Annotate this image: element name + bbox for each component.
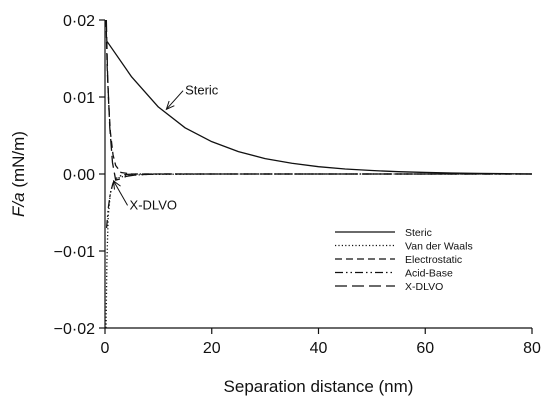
annotation-label: Steric xyxy=(185,83,219,98)
legend-label: Van der Waals xyxy=(405,241,473,253)
annotation-label: X-DLVO xyxy=(130,197,177,212)
series-line-x-dlvo xyxy=(105,19,532,181)
ticks-layer: 0 20 40 60 80 0·02 0·01 0·00 −0·01 −0·02 xyxy=(54,13,541,357)
legend-label: Steric xyxy=(405,227,432,239)
y-tick-label: 0·02 xyxy=(63,13,95,30)
x-tick-label: 0 xyxy=(101,340,110,357)
legend-label: Acid-Base xyxy=(405,268,453,280)
series-line-steric xyxy=(106,41,533,175)
series-line-electrostatic xyxy=(105,19,532,175)
annotation-layer: Steric X-DLVO xyxy=(112,83,219,212)
y-tick-label: −0·01 xyxy=(54,244,95,261)
x-tick-label: 80 xyxy=(523,340,541,357)
legend-label: Electrostatic xyxy=(405,254,462,266)
x-axis-title: Separation distance (nm) xyxy=(224,377,414,396)
y-axis-title-unit: (mN/m) xyxy=(9,131,28,192)
series-line-acid-base xyxy=(105,173,532,228)
legend-label: X-DLVO xyxy=(405,281,443,293)
annotation-arrowhead xyxy=(112,179,121,190)
annotation-arrow xyxy=(113,180,128,206)
x-tick-label: 20 xyxy=(203,340,221,357)
y-axis-title: F/a (mN/m) xyxy=(9,131,28,217)
x-tick-label: 60 xyxy=(416,340,434,357)
annotation-arrowhead xyxy=(165,100,175,111)
annotation-arrow xyxy=(166,90,184,110)
x-tick-label: 40 xyxy=(310,340,328,357)
y-tick-label: −0·02 xyxy=(54,321,95,338)
y-tick-label: 0·00 xyxy=(63,167,95,184)
y-axis-title-variable: F/a xyxy=(9,192,28,217)
series-layer xyxy=(105,19,533,329)
y-tick-label: 0·01 xyxy=(63,90,95,107)
